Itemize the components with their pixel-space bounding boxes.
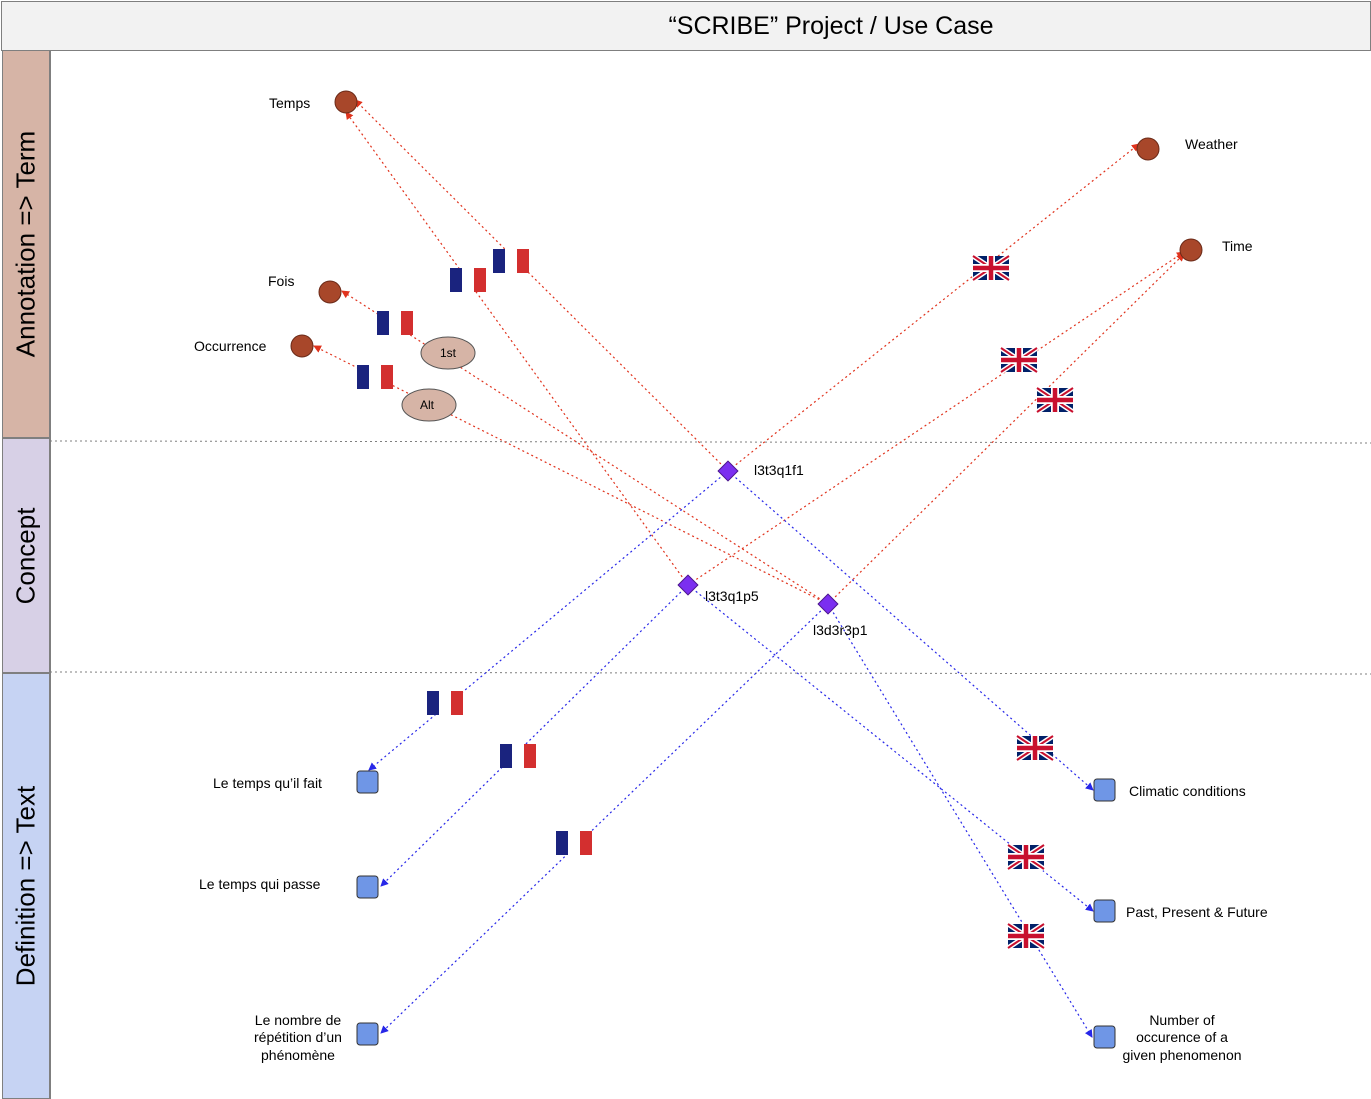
diagram-canvas	[50, 50, 1371, 1099]
definition-label-en-occurrence-line2: occurence of a	[1136, 1029, 1228, 1045]
concept-node-c1[interactable]	[717, 460, 739, 482]
french-flag-icon	[357, 365, 393, 389]
definition-label-fr-weather: Le temps qu’il fait	[213, 775, 322, 791]
french-flag-icon	[377, 311, 413, 335]
text-node-fr-time[interactable]	[356, 875, 379, 899]
concept-label-c3: l3d3r3p1	[813, 622, 868, 638]
uk-flag-icon	[1008, 924, 1044, 948]
french-flag-icon	[500, 744, 536, 768]
link-c2-temps	[345, 111, 689, 586]
link-c3-fois	[341, 290, 829, 605]
term-node-weather[interactable]	[1136, 137, 1160, 161]
qualifier-alt-label: Alt	[420, 398, 435, 412]
french-flag-icon	[493, 249, 529, 273]
link-c2-fr-time	[380, 584, 689, 887]
definition-label-fr-occurrence-line2: répétition d’un	[254, 1029, 342, 1045]
link-c1-en-weather	[727, 470, 1094, 791]
concept-node-c3[interactable]	[817, 593, 839, 615]
uk-flag-icon	[1001, 348, 1037, 372]
lane-separator	[49, 440, 1371, 444]
uk-flag-icon	[1017, 736, 1053, 760]
definition-label-en-weather: Climatic conditions	[1129, 783, 1246, 799]
term-label-occurrence: Occurrence	[194, 338, 267, 354]
uk-flag-icon	[1037, 388, 1073, 412]
link-c1-weather	[727, 143, 1140, 472]
definition-label-en-occurrence-line1: Number of	[1149, 1012, 1214, 1028]
text-node-en-time[interactable]	[1093, 899, 1116, 923]
qualifier-oval-1st[interactable]: 1st	[420, 336, 476, 370]
concept-label-c1: l3t3q1f1	[754, 462, 804, 478]
term-label-fois: Fois	[268, 273, 294, 289]
term-label-weather: Weather	[1185, 136, 1238, 152]
uk-flag-icon	[973, 256, 1009, 280]
term-label-temps: Temps	[269, 95, 310, 111]
lane-definition-text: Definition => Text	[2, 673, 50, 1099]
definition-label-fr-time: Le temps qui passe	[199, 876, 321, 892]
term-node-fois[interactable]	[318, 280, 342, 304]
diagram-title: “SCRIBE” Project / Use Case	[668, 12, 994, 40]
term-node-occurrence[interactable]	[290, 334, 314, 358]
french-flag-icon	[556, 831, 592, 855]
title-bar: “SCRIBE” Project / Use Case	[1, 1, 1371, 51]
term-label-time: Time	[1222, 238, 1253, 254]
link-c3-fr-occurrence	[380, 603, 829, 1034]
text-node-en-occurrence[interactable]	[1093, 1025, 1116, 1049]
french-flag-icon	[427, 691, 463, 715]
text-node-fr-weather[interactable]	[356, 770, 379, 794]
qualifier-1st-label: 1st	[440, 346, 457, 360]
concept-label-c2: l3t3q1p5	[705, 588, 759, 604]
term-node-temps[interactable]	[334, 90, 358, 114]
text-node-fr-occurrence[interactable]	[356, 1022, 379, 1046]
qualifier-oval-alt[interactable]: Alt	[401, 388, 457, 422]
link-c3-time	[827, 253, 1185, 605]
text-node-en-weather[interactable]	[1093, 778, 1116, 802]
concept-node-c2[interactable]	[677, 574, 699, 596]
definition-label-fr-occurrence-line3: phénomène	[261, 1047, 335, 1063]
lane-concept: Concept	[2, 438, 50, 673]
link-c2-en-time	[687, 584, 1094, 912]
lane-annotation-term: Annotation => Term	[2, 50, 50, 438]
link-c3-occurrence	[313, 345, 829, 605]
link-c3-en-occurrence	[827, 603, 1093, 1038]
definition-label-en-occurrence-line3: given phenomenon	[1122, 1047, 1241, 1063]
definition-label-fr-occurrence-line1: Le nombre de	[255, 1012, 342, 1028]
term-node-time[interactable]	[1179, 238, 1203, 262]
definition-label-en-time: Past, Present & Future	[1126, 904, 1268, 920]
lane-separator	[49, 671, 1371, 675]
link-c1-fr-weather	[368, 470, 729, 771]
french-flag-icon	[450, 268, 486, 292]
link-c2-time	[687, 251, 1185, 586]
uk-flag-icon	[1008, 845, 1044, 869]
